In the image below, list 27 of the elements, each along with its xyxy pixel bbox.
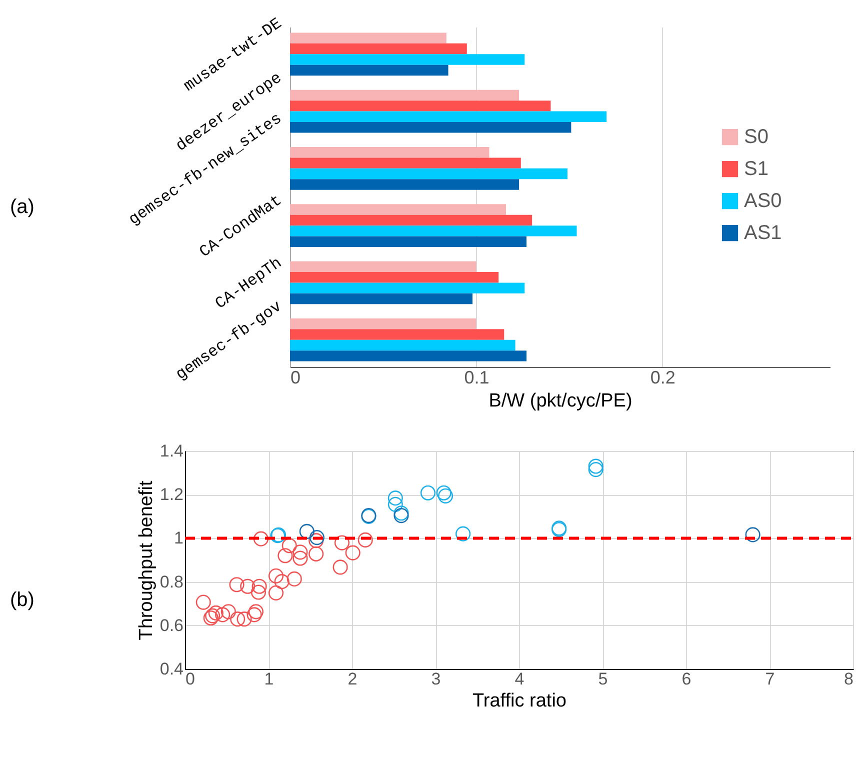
x-axis-title: Traffic ratio (472, 690, 566, 712)
legend-label: AS0 (744, 190, 782, 212)
x-tick-label: 0 (186, 670, 195, 688)
legend-label: S1 (744, 158, 768, 180)
y-tick-label: 0.4 (160, 660, 184, 678)
y-tick-label: 1.4 (160, 442, 184, 460)
x-tick-label: 5 (598, 670, 608, 688)
y-axis-title: Throughput benefit (136, 480, 157, 640)
x-tick-label: 1 (264, 670, 274, 688)
x-tick-label: 0.2 (650, 368, 676, 388)
x-tick-label: 4 (514, 670, 524, 688)
x-tick-label: 3 (431, 670, 441, 688)
x-tick-label: 8 (844, 670, 854, 688)
x-tick-label: 6 (682, 670, 692, 688)
text: (b) (10, 589, 34, 611)
y-tick-label: 0.6 (160, 616, 184, 635)
text: (a) (10, 196, 34, 218)
legend-label: S0 (744, 126, 768, 148)
x-tick-label: 7 (765, 670, 775, 688)
x-tick-label: 0.1 (464, 368, 490, 388)
legend-label: AS1 (744, 222, 782, 244)
x-tick-label: 0 (290, 368, 301, 388)
x-tick-label: 2 (348, 670, 358, 688)
x-axis-title: B/W (pkt/cyc/PE) (488, 390, 632, 412)
y-tick-label: 1 (174, 528, 184, 548)
y-tick-label: 1.2 (160, 485, 184, 504)
y-tick-label: 0.8 (160, 572, 184, 592)
